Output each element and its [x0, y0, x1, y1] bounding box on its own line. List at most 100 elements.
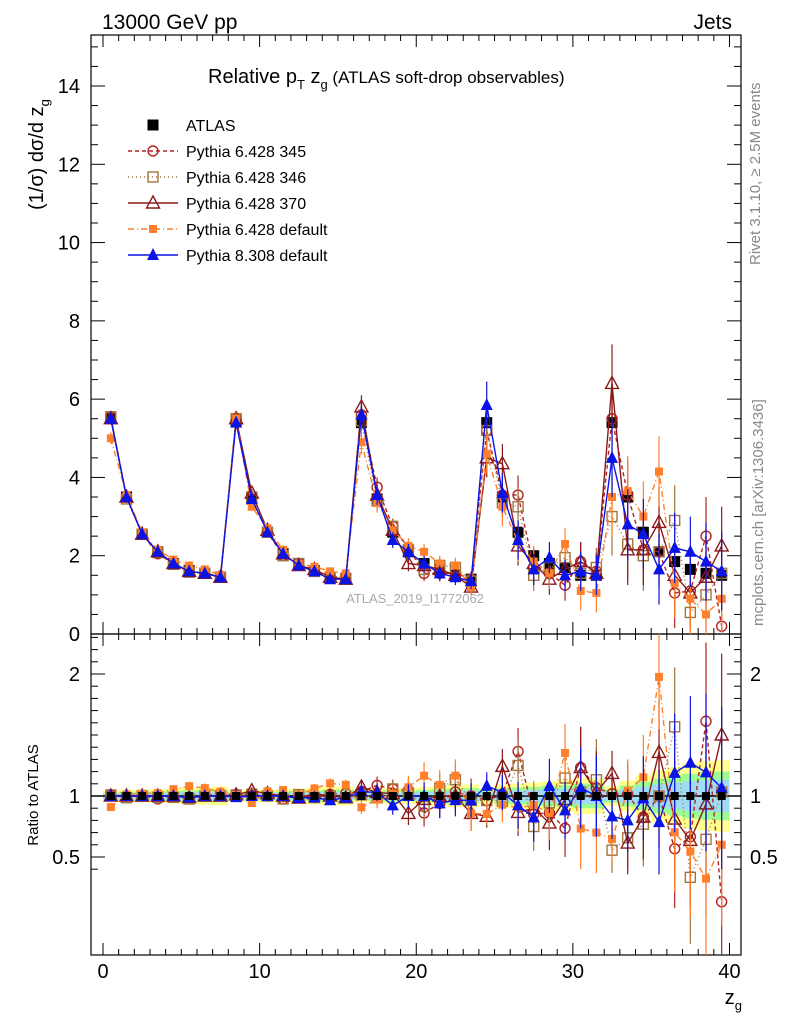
legend-label: Pythia 6.428 346 — [186, 170, 306, 187]
ratio-data-point-atlas — [247, 792, 256, 800]
upper-series-line — [110, 404, 723, 583]
x-tick-label: 20 — [405, 961, 427, 983]
ratio-data-point — [420, 771, 429, 780]
ratio-data-point — [653, 815, 666, 828]
upper-data-point — [400, 555, 417, 570]
upper-data-point — [590, 568, 603, 581]
ratio-data-point-atlas — [514, 792, 523, 800]
ratio-data-point-atlas — [232, 792, 241, 800]
ratio-data-point — [527, 810, 540, 823]
lower-y-tick-label-right: 0.5 — [750, 847, 778, 869]
legend-marker — [149, 225, 157, 233]
ratio-data-point — [341, 780, 350, 789]
ratio-data-point-atlas — [420, 792, 429, 800]
title-sub-t: T — [297, 77, 305, 92]
upper-data-point — [684, 544, 697, 557]
upper-series-line — [110, 418, 723, 616]
upper-series-line — [110, 416, 723, 615]
ratio-data-point — [480, 778, 493, 791]
ratio-data-point — [512, 759, 524, 772]
lower-data-layer — [91, 634, 741, 955]
ratio-data-point — [604, 764, 620, 780]
upper-data-point — [308, 564, 321, 577]
upper-data-point — [561, 539, 570, 548]
upper-data-point — [277, 546, 290, 559]
ratio-data-point-atlas — [482, 792, 491, 800]
chart-title: Relative pT zg (ATLAS soft-drop observab… — [208, 66, 565, 92]
title-sub-g: g — [320, 77, 327, 92]
ratio-data-point — [655, 672, 664, 681]
upper-ylabel-main: (1/σ) dσ/d z — [26, 106, 48, 210]
lower-series-0 — [106, 792, 726, 800]
ratio-data-point-atlas — [185, 792, 194, 800]
ratio-data-point — [106, 803, 115, 812]
ratio-data-point — [668, 765, 681, 778]
x-tick-label: 0 — [97, 961, 108, 983]
upper-series-5 — [104, 381, 728, 611]
ratio-data-point-atlas — [639, 792, 648, 800]
ratio-data-point-atlas — [686, 792, 695, 800]
ratio-ylabel: Ratio to ATLAS — [25, 744, 42, 845]
x-tick-label: 10 — [249, 961, 271, 983]
upper-data-point — [183, 564, 196, 577]
upper-data-point — [604, 375, 620, 390]
title-main: Relative p — [208, 66, 297, 88]
upper-data-layer — [103, 344, 730, 634]
ratio-data-point-atlas — [670, 792, 679, 800]
upper-data-point — [480, 398, 493, 411]
ratio-data-point-atlas — [310, 792, 319, 800]
legend-label: Pythia 6.428 default — [186, 222, 328, 239]
ratio-series-line — [110, 721, 723, 902]
upper-data-point — [482, 449, 491, 458]
upper-data-point — [465, 574, 478, 587]
xlabel-main: z — [725, 987, 735, 1009]
xlabel-sub: g — [735, 998, 742, 1013]
ratio-series-line — [110, 761, 723, 824]
lower-y-tick-label-right: 2 — [750, 664, 761, 686]
ratio-data-point — [494, 757, 511, 773]
upper-data-point — [151, 544, 164, 557]
upper-y-tick-label: 0 — [69, 624, 80, 646]
lower-y-tick-label-right: 1 — [750, 786, 761, 808]
upper-data-point — [357, 438, 366, 447]
ratio-data-point-atlas — [435, 792, 444, 800]
lower-y-tick-label: 0.5 — [52, 847, 80, 869]
upper-data-point — [621, 517, 634, 530]
upper-y-tick-label: 2 — [69, 546, 80, 568]
upper-y-tick-label: 8 — [69, 311, 80, 333]
upper-data-point — [668, 540, 681, 553]
ratio-data-point — [700, 765, 713, 778]
upper-data-point — [214, 570, 227, 583]
ratio-data-point-atlas — [592, 792, 601, 800]
mcplots-label: mcplots.cern.ch [arXiv:1306.3436] — [750, 399, 767, 626]
ratio-data-point — [451, 771, 460, 780]
ratio-data-point-atlas — [467, 792, 476, 800]
header-left: 13000 GeV pp — [102, 11, 237, 34]
ratio-data-point-atlas — [138, 792, 147, 800]
ratio-data-point — [185, 782, 194, 791]
upper-data-point — [527, 562, 540, 575]
ratio-data-point-atlas — [451, 792, 460, 800]
upper-data-point — [574, 564, 587, 577]
upper-data-point — [494, 455, 511, 470]
ratio-data-point-atlas — [279, 792, 288, 800]
x-tick-label: 40 — [718, 961, 740, 983]
ratio-data-point-atlas — [106, 792, 115, 800]
upper-y-tick-label: 12 — [58, 154, 80, 176]
upper-data-point — [402, 544, 415, 557]
ratio-data-point — [684, 755, 697, 768]
upper-y-tick-label: 14 — [58, 76, 80, 98]
ratio-data-point — [561, 748, 570, 757]
ratio-data-point — [400, 804, 417, 820]
ratio-data-point-atlas — [153, 792, 162, 800]
upper-data-point — [120, 490, 133, 502]
ratio-data-point-atlas — [169, 792, 178, 800]
ratio-data-point — [574, 780, 587, 793]
upper-data-point — [324, 572, 337, 585]
upper-y-tick-label: 6 — [69, 389, 80, 411]
ratio-data-point-atlas — [357, 792, 366, 800]
ratio-data-point — [715, 780, 728, 793]
legend-marker — [147, 171, 159, 183]
